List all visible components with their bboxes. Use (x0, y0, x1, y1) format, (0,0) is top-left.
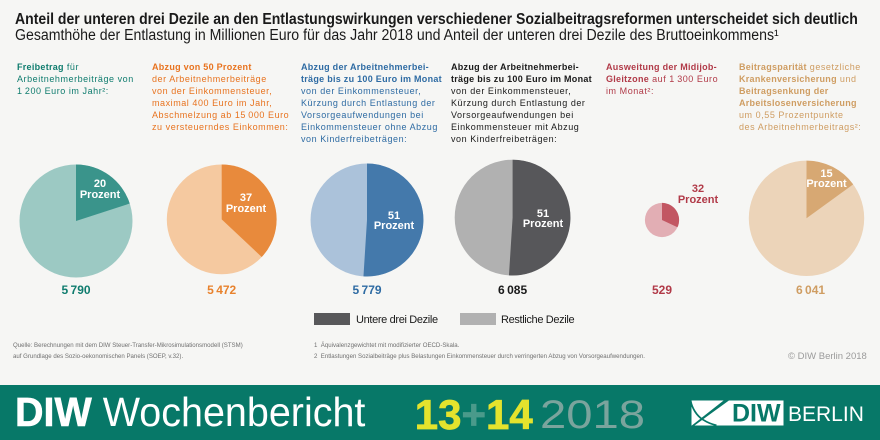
svg-text:DIW: DIW (732, 400, 781, 428)
svg-text:BERLIN: BERLIN (788, 403, 864, 426)
